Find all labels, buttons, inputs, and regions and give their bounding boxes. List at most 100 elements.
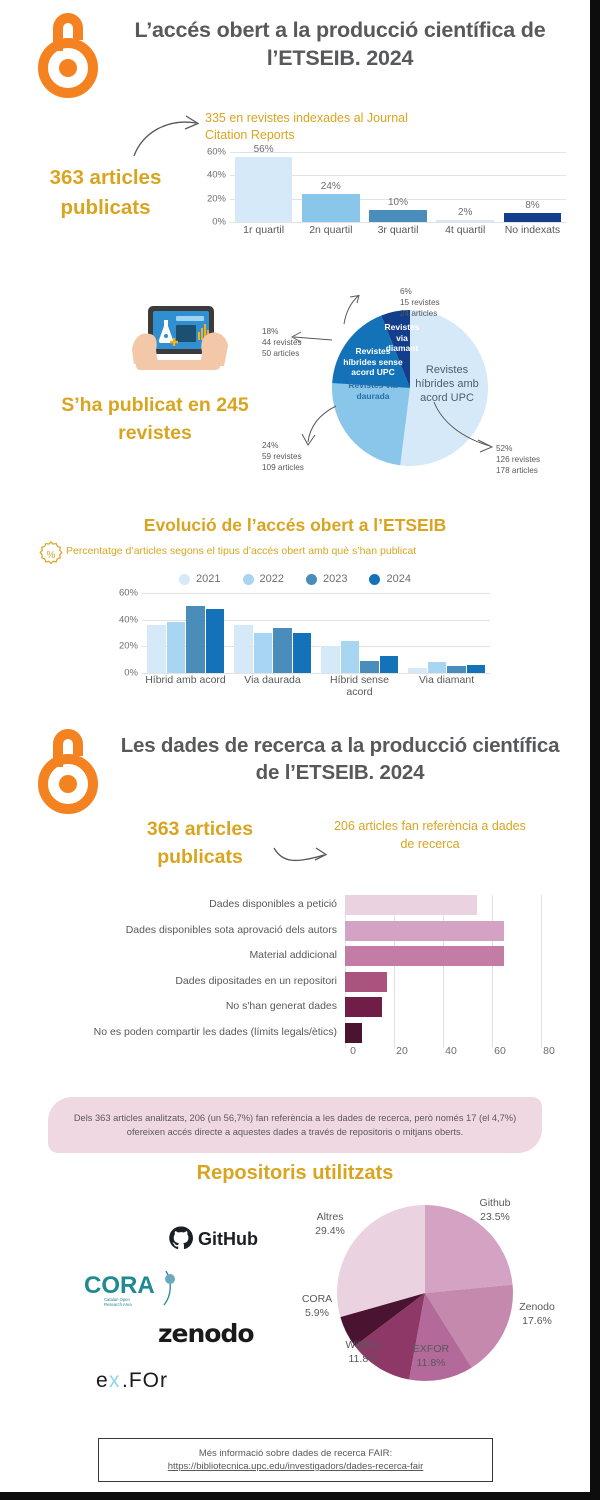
legend-label: 2022 [259, 573, 284, 585]
bar [234, 156, 293, 222]
pie-slice [332, 315, 410, 388]
x-tick-label: 60 [494, 1045, 506, 1057]
bar [147, 625, 166, 673]
svg-text:%: % [47, 550, 56, 561]
pie-slice [400, 310, 488, 466]
hbar-category-label: No es poden compartir les dades (límits … [93, 1025, 337, 1038]
chart-evolucio: 0% 20% 40% 60% Híbrid amb acord Via daurada H… [110, 588, 490, 698]
gridline [230, 152, 566, 153]
legend-label: 2021 [196, 573, 221, 585]
gridline [492, 1022, 493, 1048]
evolucio-y-axis: 0% 20% 40% 60% [110, 588, 138, 679]
pie-slice-label-hibrides-sense: Revistes híbrides sense acord UPC [343, 346, 403, 378]
articles-published-stat-2: 363 articles publicats [146, 818, 254, 869]
journals-published-stat: S’ha publicat en 245 revistes [61, 394, 249, 444]
open-access-padlock-icon [36, 6, 100, 98]
infographic-page: L’accés obert a la producció científica … [0, 0, 590, 1492]
gridline [142, 619, 490, 621]
bar [408, 667, 427, 673]
hbar-category-label: No s'han generat dades [225, 1000, 337, 1013]
pie-slice [381, 310, 410, 388]
x-tick-label: Via diamant [418, 674, 475, 686]
repository-logos: GitHub CORA Catalan Open Research Area z… [70, 1215, 290, 1400]
pie-slice-label-hibrides-amb: Revistes híbrides amb acord UPC [415, 364, 479, 404]
svg-text:e: e [96, 1369, 109, 1392]
hbar-x-axis: 0 20 40 60 80 [350, 1045, 563, 1061]
x-tick-label: 2n quartil [309, 224, 353, 236]
gridline [142, 673, 490, 674]
table-row: No es poden compartir les dades (límits … [20, 1021, 570, 1048]
hbar-category-label: Dades disponibles sota aprovació dels au… [125, 923, 337, 936]
pie2-label-cora: CORA 5.9% [301, 1293, 333, 1320]
jcr-callout-text: 335 en revistes indexades al Journal Cit… [205, 111, 408, 143]
curved-arrow-icon-2 [272, 842, 332, 875]
footer-text: Més informació sobre dades de recerca FA… [198, 1448, 393, 1459]
pie2-label-exfor: EXFOR 11.8% [412, 1343, 450, 1370]
bar-column: 10% [364, 152, 431, 222]
y-tick-label: 60% [206, 146, 226, 158]
x-tick-label: Híbrid amb acord [145, 674, 226, 686]
bar [321, 646, 340, 673]
header-dades-recerca: Les dades de recerca a la producció cien… [0, 718, 590, 828]
pie-slice-label-daurada: Revistes via daurada [348, 380, 398, 401]
hbar-track [345, 895, 542, 921]
bar [186, 606, 205, 673]
chart-revistes-tipus: Revistes híbrides amb acord UPC Revistes… [330, 308, 490, 468]
x-tick-label: Híbrid sense acord [330, 674, 389, 698]
pie-slice-label-diamant: Revistes via diamant [384, 322, 420, 354]
pie2-label-altres: Altres 29.4% [315, 1211, 345, 1238]
svg-text:zenodo: zenodo [158, 1319, 254, 1347]
legend-item: 2022 [242, 573, 284, 585]
bar [345, 997, 382, 1017]
jcr-x-axis: 1r quartil 2n quartil 3r quartil 4t quartil… [230, 224, 566, 236]
repositoris-title: Repositoris utilitzats [196, 1162, 394, 1184]
bar [436, 219, 495, 222]
legend-label: 2023 [323, 573, 348, 585]
bar [360, 661, 379, 673]
bar [273, 627, 292, 673]
gridline [230, 175, 566, 177]
gridline [394, 997, 395, 1023]
svg-text:Catalan Open: Catalan Open [104, 1297, 131, 1302]
table-row: Material addicional [20, 944, 570, 972]
bar [466, 665, 485, 673]
gridline [492, 971, 493, 997]
bar [234, 625, 253, 673]
bar-group [316, 593, 403, 673]
evolucio-plot-area [142, 593, 490, 674]
github-logo: GitHub [168, 1225, 286, 1256]
y-tick-label: 0% [212, 216, 226, 228]
hbar-category-label: Dades disponibles a petició [209, 898, 337, 911]
pie-slice [425, 1284, 513, 1368]
jcr-y-axis: 0% 20% 40% 60% [196, 147, 226, 228]
bar [345, 920, 505, 941]
gridline [443, 971, 444, 997]
bar-value-label: 56% [253, 143, 274, 155]
hbar-track [345, 971, 542, 997]
bar [340, 641, 359, 673]
gridline [541, 971, 542, 997]
bar [345, 971, 387, 992]
bar [205, 609, 224, 673]
gridline [394, 1022, 395, 1048]
bar [301, 194, 360, 222]
chart-repositoris-utilitzats [335, 1203, 515, 1383]
page-title-2: Les dades de recerca a la producció cien… [120, 734, 560, 785]
x-tick-label: 1r quartil [243, 224, 285, 236]
svg-text:CORA: CORA [84, 1272, 155, 1299]
svg-text:.FOr: .FOr [122, 1369, 168, 1392]
y-tick-label: 0% [124, 667, 138, 679]
y-tick-label: 40% [118, 614, 138, 626]
y-tick-label: 20% [118, 640, 138, 652]
y-tick-label: 20% [206, 193, 226, 205]
percent-badge-icon: % [38, 541, 64, 572]
gridline [230, 198, 566, 200]
legend-swatch [306, 573, 317, 585]
y-tick-label: 40% [206, 169, 226, 181]
pie2-label-wildfire: Wildfire 11.8% [345, 1339, 381, 1366]
bar-value-label: 2% [457, 206, 473, 218]
footer-link[interactable]: https://bibliotecnica.upc.edu/investigad… [167, 1461, 424, 1472]
bar [427, 662, 446, 673]
summary-note: Dels 363 articles analitzats, 206 (un 56… [48, 1097, 542, 1153]
section-revistes: S’ha publicat en 245 revistes Revistes h… [0, 280, 590, 495]
